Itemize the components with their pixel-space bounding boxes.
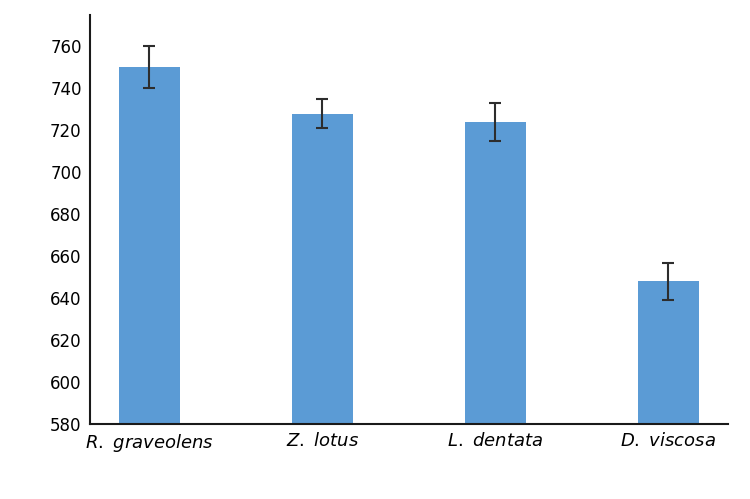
- Bar: [119, 67, 179, 424]
- Bar: [292, 114, 352, 424]
- Bar: [465, 122, 526, 424]
- Bar: [638, 281, 698, 424]
